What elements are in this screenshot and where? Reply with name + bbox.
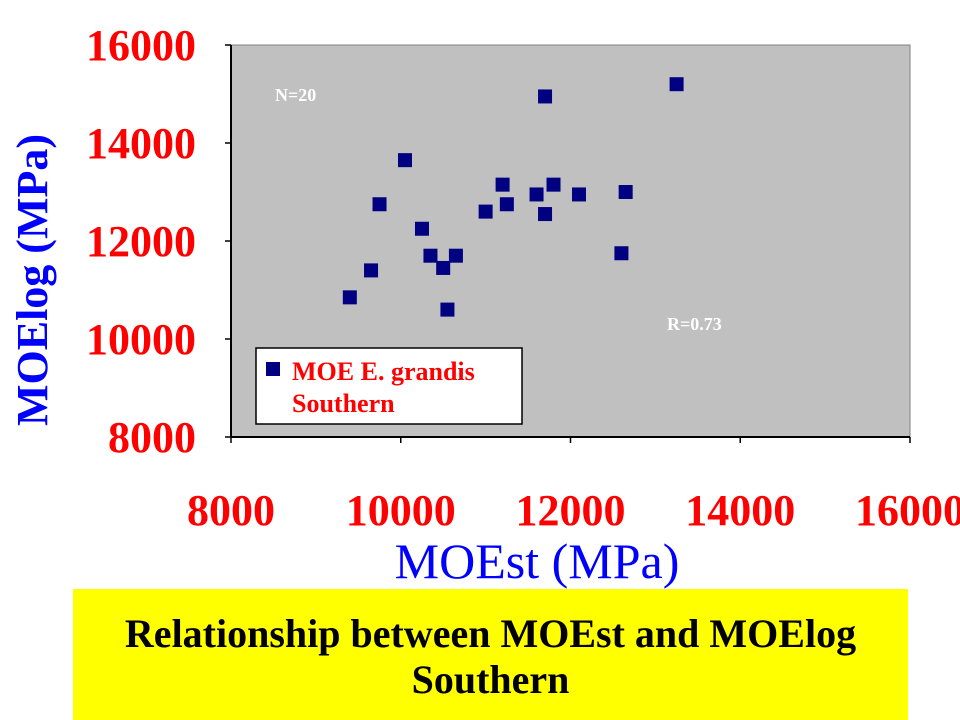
- x-tick-labels: 8000 10000 12000 14000 16000: [187, 486, 960, 535]
- legend-label-line1: MOE E. grandis: [292, 357, 475, 386]
- y-tick-label: 12000: [86, 217, 196, 266]
- data-point: [436, 260, 451, 275]
- data-point: [618, 185, 633, 199]
- y-tick-label: 14000: [86, 119, 196, 168]
- data-point: [342, 290, 357, 305]
- x-tick-label: 14000: [685, 486, 795, 535]
- data-point: [538, 207, 553, 222]
- data-point: [571, 187, 586, 202]
- data-point: [614, 246, 629, 261]
- data-point: [364, 263, 379, 278]
- caption-line-1: Relationship between MOEst and MOElog: [124, 611, 857, 656]
- axis-lines: [225, 44, 911, 443]
- caption-line-2: Southern: [411, 657, 570, 702]
- data-point: [440, 302, 455, 317]
- caption-box: Relationship between MOEst and MOElog So…: [73, 589, 908, 720]
- legend-label-line2: Southern: [292, 389, 395, 418]
- y-tick-label: 10000: [86, 315, 196, 364]
- data-point: [546, 177, 561, 192]
- data-points: [342, 77, 684, 317]
- x-tick-label: 16000: [855, 486, 960, 535]
- data-point: [372, 197, 387, 212]
- legend-marker: [266, 362, 280, 376]
- y-tick-label: 16000: [86, 21, 196, 70]
- data-point: [448, 248, 463, 263]
- data-point: [423, 248, 438, 263]
- legend-box: [255, 347, 523, 425]
- data-point: [414, 221, 429, 236]
- y-axis-label: MOElog (MPa): [8, 134, 57, 426]
- annotation-n: N=20: [275, 85, 316, 105]
- data-point: [397, 153, 412, 168]
- data-point: [495, 177, 510, 192]
- y-tick-labels: 16000 14000 12000 10000 8000: [86, 21, 196, 462]
- data-point: [478, 204, 493, 219]
- legend: MOE E. grandis Southern: [255, 347, 523, 425]
- x-tick-label: 12000: [516, 486, 626, 535]
- x-tick-label: 8000: [187, 486, 275, 535]
- y-tick-label: 8000: [108, 413, 196, 462]
- data-point: [499, 197, 514, 212]
- x-axis-label: MOEst (MPa): [395, 533, 680, 589]
- data-point: [538, 89, 553, 104]
- data-point: [529, 187, 544, 202]
- annotation-r: R=0.73: [667, 314, 722, 334]
- data-point: [669, 77, 684, 92]
- x-tick-label: 10000: [346, 486, 456, 535]
